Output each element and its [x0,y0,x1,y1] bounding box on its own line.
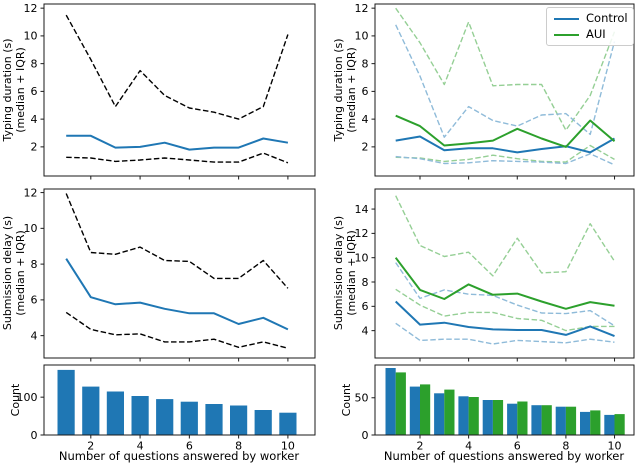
legend-row-control: Control [554,11,628,27]
svg-text:8: 8 [235,440,242,453]
svg-text:4: 4 [465,440,472,453]
svg-text:8: 8 [31,57,38,70]
svg-text:2: 2 [362,141,369,154]
panel-count-by-condition: 0 50 2 4 6 8 10 [355,364,635,453]
svg-text:12: 12 [24,186,38,199]
ylabel-typing-duration-left-line2: (median + IQR) [14,47,27,133]
svg-text:10: 10 [24,222,38,235]
svg-text:2: 2 [416,440,423,453]
svg-text:10: 10 [24,30,38,43]
aui-line-swatch [554,34,579,36]
ylabel-count-left: Count [9,383,22,416]
svg-text:8: 8 [362,276,369,289]
svg-text:12: 12 [355,227,369,240]
svg-text:10: 10 [355,251,369,264]
svg-text:4: 4 [362,324,369,337]
svg-text:0: 0 [31,429,38,442]
panel-count-pooled: 0 100 2 4 6 8 10 [17,364,316,453]
legend-row-aui: AUI [554,27,626,43]
svg-text:0: 0 [362,429,369,442]
ylabel-submission-delay-right-line1: Submission delay (s) [332,216,345,330]
panel-typing-duration-pooled: 2 4 6 8 10 12 [24,2,316,180]
ylabel-typing-duration-left-line1: Typing duration (s) [1,38,14,142]
svg-text:6: 6 [362,300,369,313]
svg-text:50: 50 [355,392,369,405]
svg-text:8: 8 [31,258,38,271]
legend: Control AUI [546,7,634,46]
svg-text:100: 100 [17,391,38,404]
legend-label-control: Control [586,11,628,26]
ylabel-count-right: Count [340,383,353,416]
svg-text:6: 6 [514,440,521,453]
svg-text:6: 6 [186,440,193,453]
ylabel-submission-delay-left-line1: Submission delay (s) [1,216,14,330]
panel-submission-delay-by-condition: 4 6 8 10 12 14 [355,188,635,362]
svg-text:4: 4 [137,440,144,453]
svg-text:12: 12 [24,2,38,15]
svg-text:2: 2 [31,141,38,154]
xlabel-right: Number of questions answered by worker [384,449,624,463]
ylabel-submission-delay-left-line2: (median + IQR) [14,230,27,316]
control-line-swatch [554,18,579,20]
svg-text:10: 10 [281,440,295,453]
svg-text:12: 12 [355,2,369,15]
svg-text:10: 10 [355,30,369,43]
svg-text:6: 6 [31,294,38,307]
svg-text:2: 2 [87,440,94,453]
svg-text:6: 6 [31,85,38,98]
svg-text:10: 10 [608,440,622,453]
svg-text:6: 6 [362,85,369,98]
svg-text:4: 4 [31,113,38,126]
svg-text:4: 4 [362,113,369,126]
ylabel-submission-delay-right-line2: (median + IQR) [345,230,358,316]
svg-text:14: 14 [355,203,369,216]
ylabel-typing-duration-right-line2: (median + IQR) [345,47,358,133]
svg-text:8: 8 [362,57,369,70]
svg-text:4: 4 [31,329,38,342]
legend-label-aui: AUI [586,27,606,42]
ylabel-typing-duration-right-line1: Typing duration (s) [332,38,345,142]
xlabel-left: Number of questions answered by worker [59,449,299,463]
svg-text:8: 8 [562,440,569,453]
panel-submission-delay-pooled: 4 6 8 10 12 [24,186,316,362]
